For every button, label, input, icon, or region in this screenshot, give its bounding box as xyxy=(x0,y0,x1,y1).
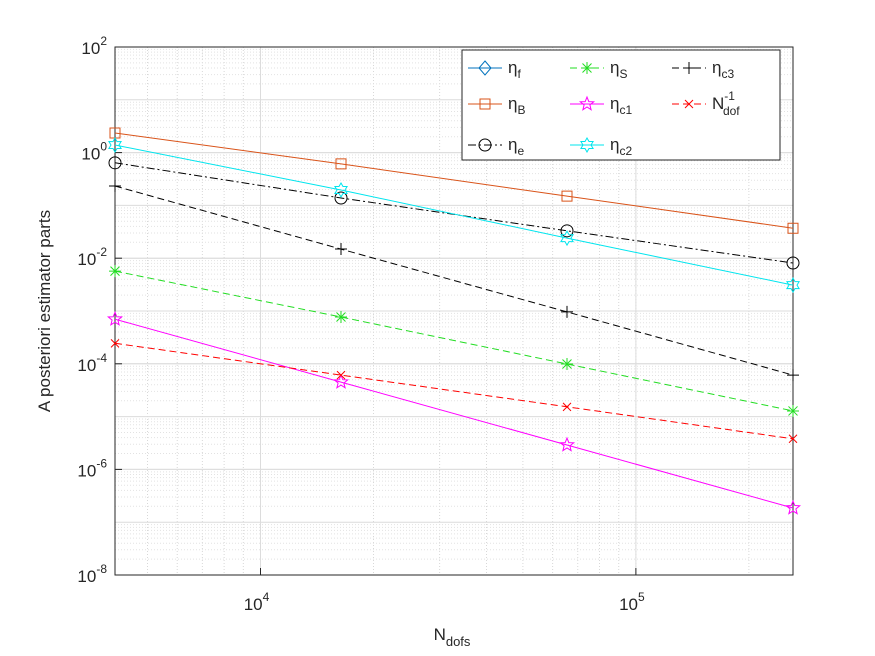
x-tick-label: 105 xyxy=(619,590,645,614)
series-line xyxy=(114,318,794,509)
x-label-sub: dofs xyxy=(446,634,471,649)
y-tick-label: 10-2 xyxy=(77,245,107,269)
marker xyxy=(109,265,121,278)
x-tick-base: 10 xyxy=(244,595,263,614)
marker xyxy=(110,338,120,348)
legend-marker xyxy=(578,95,596,111)
marker xyxy=(787,404,799,417)
legend-marker xyxy=(478,60,492,76)
y-tick-exp: -8 xyxy=(96,562,107,576)
y-tick-exp: 2 xyxy=(100,34,107,48)
marker xyxy=(106,310,124,326)
series-line xyxy=(114,342,794,440)
legend-sub: c3 xyxy=(721,67,734,81)
y-tick-base: 10 xyxy=(77,250,96,269)
x-label-base: N xyxy=(434,625,446,644)
y-tick-exp: -2 xyxy=(96,245,107,259)
legend-label: ηS xyxy=(610,58,627,81)
legend-sup: -1 xyxy=(724,89,735,103)
x-tick-exp: 5 xyxy=(638,590,645,604)
legend-marker xyxy=(478,138,492,152)
legend-name: η xyxy=(712,58,721,77)
legend-name: η xyxy=(508,94,517,113)
marker xyxy=(787,222,799,234)
legend-label: N-1 dof xyxy=(712,89,740,118)
legend-label: ηe xyxy=(508,135,524,158)
y-tick-label: 102 xyxy=(81,34,107,58)
y-tick-exp: -4 xyxy=(96,351,107,365)
marker xyxy=(108,156,122,170)
legend-sub: c2 xyxy=(619,144,632,158)
y-axis-label: A posteriori estimator parts xyxy=(35,210,54,412)
legend-name: η xyxy=(508,58,517,77)
legend-sub: f xyxy=(517,67,521,81)
y-tick-label: 100 xyxy=(81,140,107,164)
y-tick-exp: 0 xyxy=(100,140,107,154)
y-tick-base: 10 xyxy=(81,145,100,164)
legend-sub: e xyxy=(517,144,524,158)
legend-marker xyxy=(479,98,491,110)
x-axis-label: Ndofs xyxy=(434,625,471,649)
marker xyxy=(786,256,800,270)
y-tick-base: 10 xyxy=(81,39,100,58)
legend-label: ηc2 xyxy=(610,135,632,158)
legend-name: η xyxy=(610,94,619,113)
legend-marker xyxy=(581,62,593,74)
legend-label: ηB xyxy=(508,94,525,117)
marker xyxy=(108,136,122,154)
y-tick-label: 10-6 xyxy=(77,456,107,480)
legend-label: ηc1 xyxy=(610,94,632,117)
legend-sub: dof xyxy=(723,104,740,118)
y-tick-base: 10 xyxy=(77,356,96,375)
legend-label: ηc3 xyxy=(712,58,734,81)
marker xyxy=(109,127,121,139)
x-tick-base: 10 xyxy=(619,595,638,614)
marker xyxy=(786,277,800,294)
legend-name: η xyxy=(610,58,619,77)
legend-sub: B xyxy=(517,103,525,117)
marker xyxy=(335,243,347,256)
series-line xyxy=(114,270,794,412)
legend-marker xyxy=(683,62,695,74)
marker xyxy=(561,305,573,318)
legend-label: ηf xyxy=(508,58,521,81)
legend-name: η xyxy=(610,135,619,154)
marker xyxy=(332,373,350,389)
y-tick-exp: -6 xyxy=(96,456,107,470)
series-line xyxy=(114,132,794,229)
marker xyxy=(562,402,572,412)
y-tick-label: 10-8 xyxy=(77,562,107,586)
x-tick-exp: 4 xyxy=(263,590,270,604)
legend-name: η xyxy=(508,135,517,154)
marker xyxy=(784,499,802,515)
marker xyxy=(334,181,348,199)
legend-marker xyxy=(684,99,694,109)
legend-name: N xyxy=(712,94,724,113)
y-tick-base: 10 xyxy=(77,567,96,586)
marker xyxy=(561,358,573,371)
legend-sub: c1 xyxy=(619,103,632,117)
marker xyxy=(335,158,347,170)
y-tick-label: 10-4 xyxy=(77,351,107,375)
marker xyxy=(560,224,574,238)
legend-marker xyxy=(580,136,594,154)
marker xyxy=(788,434,798,444)
legend-sub: S xyxy=(619,67,627,81)
legend-box xyxy=(461,49,781,161)
marker xyxy=(109,180,121,193)
marker xyxy=(560,230,574,247)
series-line xyxy=(114,144,794,286)
series-line xyxy=(114,185,794,376)
marker xyxy=(336,370,346,380)
y-tick-base: 10 xyxy=(77,461,96,480)
marker xyxy=(558,436,576,452)
marker xyxy=(561,190,573,202)
marker xyxy=(787,369,799,382)
marker xyxy=(334,191,348,205)
marker xyxy=(335,310,347,323)
x-tick-label: 104 xyxy=(244,590,270,614)
